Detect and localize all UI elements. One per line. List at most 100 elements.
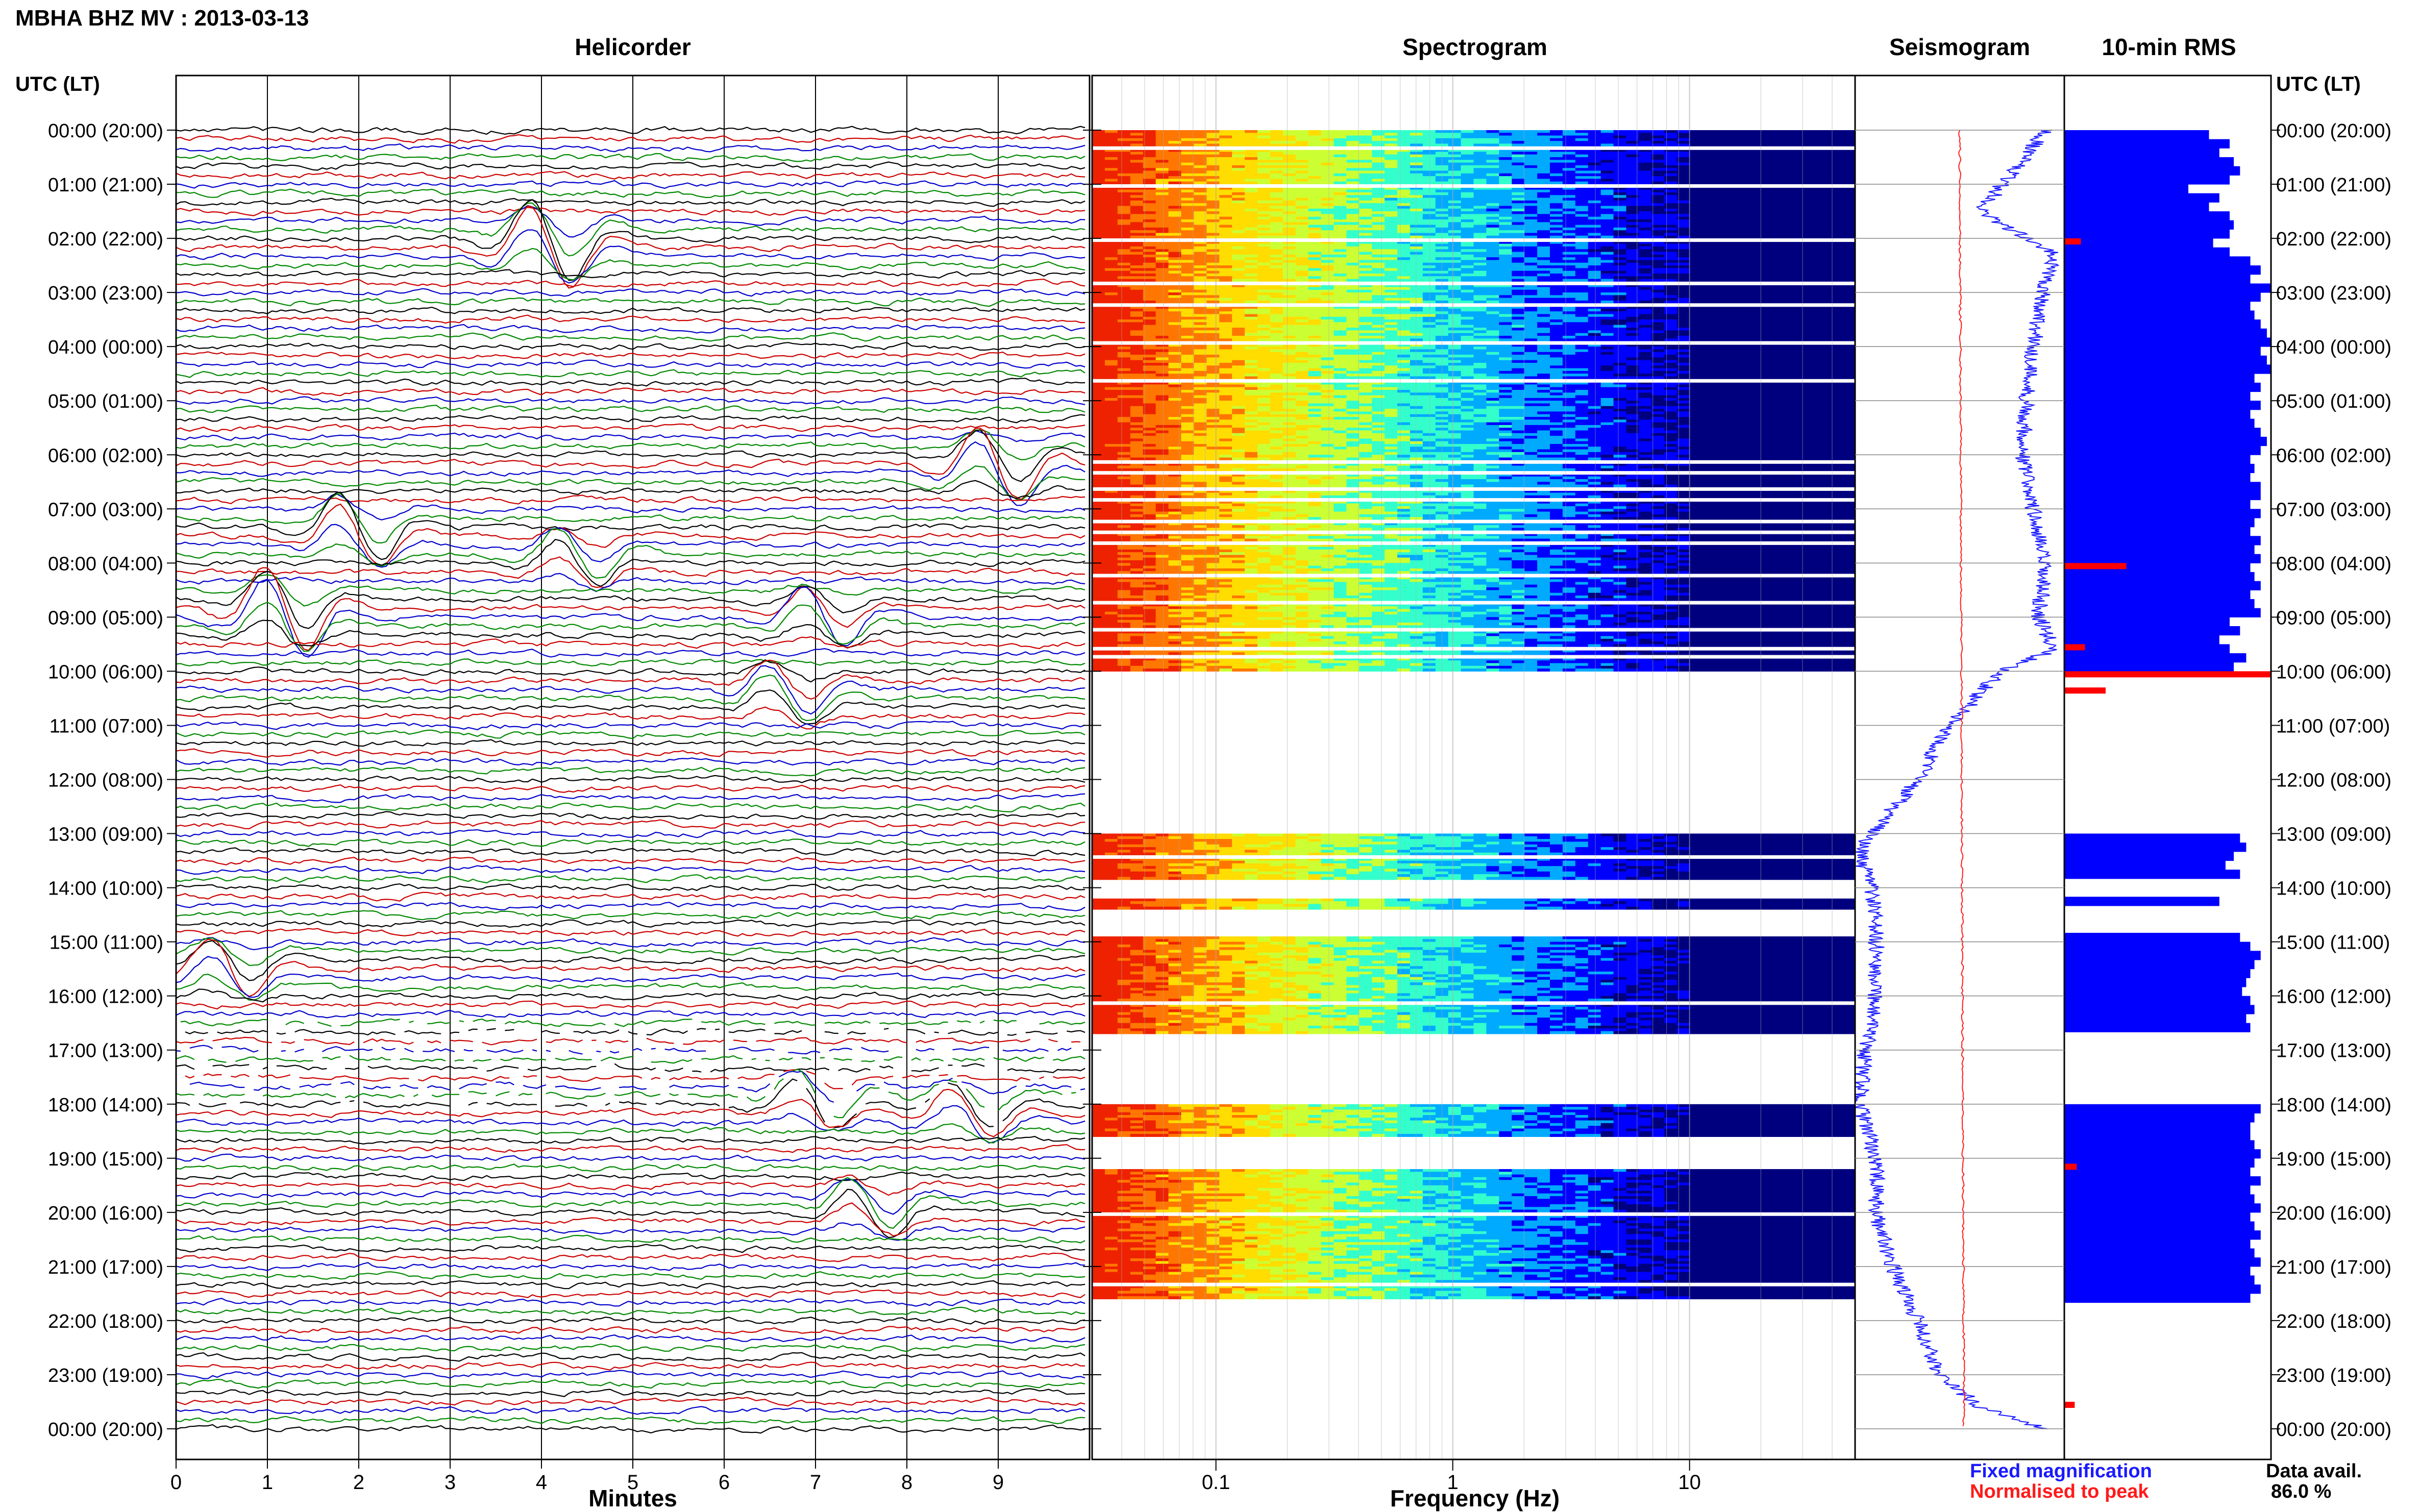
spectrogram-cell — [1308, 200, 1322, 204]
spectrogram-cell — [1753, 211, 1767, 214]
spectrogram-cell — [1550, 130, 1563, 133]
spectrogram-cell — [1677, 211, 1690, 214]
spectrogram-cell — [1575, 133, 1589, 136]
spectrogram-cell — [1219, 352, 1232, 355]
spectrogram-cell — [1422, 336, 1436, 339]
spectrogram-cell — [1422, 287, 1436, 290]
spectrogram-cell — [1690, 187, 1703, 190]
spectrogram-cell — [1588, 230, 1601, 234]
spectrogram-cell — [1715, 227, 1729, 231]
spectrogram-cell — [1690, 141, 1703, 144]
spectrogram-cell — [1766, 203, 1780, 207]
spectrogram-cell — [1346, 330, 1360, 334]
spectrogram-cell — [1626, 233, 1639, 236]
spectrogram-cell — [1385, 301, 1398, 304]
spectrogram-cell — [1727, 138, 1741, 141]
spectrogram-cell — [1817, 203, 1830, 207]
spectrogram-cell — [1804, 133, 1817, 136]
spectrogram-cell — [1562, 219, 1576, 222]
spectrogram-cell — [1830, 168, 1843, 171]
spectrogram-cell — [1690, 189, 1703, 193]
spectrogram-cell — [1194, 249, 1207, 253]
spectrogram-cell — [1422, 170, 1436, 174]
spectrogram-cell — [1550, 135, 1563, 139]
spectrogram-cell — [1842, 295, 1856, 299]
spectrogram-cell — [1257, 257, 1271, 261]
spectrogram-cell — [1499, 189, 1512, 193]
spectrogram-cell — [1143, 179, 1156, 182]
spectrogram-cell — [1702, 287, 1716, 290]
spectrogram-cell — [1677, 168, 1690, 171]
spectrogram-cell — [1512, 268, 1525, 271]
spectrogram-cell — [1181, 227, 1194, 231]
spectrogram-cell — [1651, 338, 1665, 342]
spectrogram-cell — [1817, 298, 1830, 301]
spectrogram-cell — [1524, 349, 1538, 353]
spectrogram-cell — [1830, 346, 1843, 350]
spectrogram-cell — [1155, 216, 1169, 220]
spectrogram-cell — [1702, 270, 1716, 274]
spectrogram-cell — [1219, 287, 1232, 290]
spectrogram-cell — [1372, 173, 1385, 177]
spectrogram-cell — [1727, 154, 1741, 158]
spectrogram-cell — [1727, 314, 1741, 317]
spectrogram-cell — [1486, 216, 1499, 220]
spectrogram-cell — [1600, 268, 1614, 271]
spectrogram-cell — [1639, 211, 1652, 214]
spectrogram-cell — [1715, 349, 1729, 353]
spectrogram-cell — [1232, 257, 1245, 261]
spectrogram-cell — [1830, 241, 1843, 244]
spectrogram-cell — [1321, 311, 1334, 315]
spectrogram-cell — [1600, 289, 1614, 293]
spectrogram-cell — [1766, 333, 1780, 336]
spectrogram-cell — [1092, 262, 1105, 266]
spectrogram-cell — [1282, 246, 1296, 250]
spectrogram-cell — [1779, 225, 1792, 228]
spectrogram-cell — [1232, 189, 1245, 193]
spectrogram-cell — [1817, 152, 1830, 155]
spectrogram-cell — [1372, 230, 1385, 234]
spectrogram-cell — [1422, 149, 1436, 152]
spectrogram-cell — [1410, 246, 1423, 250]
spectrogram-cell — [1295, 352, 1309, 355]
spectrogram-cell — [1168, 208, 1181, 212]
spectrogram-cell — [1702, 336, 1716, 339]
spectrogram-cell — [1600, 249, 1614, 253]
spectrogram-cell — [1715, 301, 1729, 304]
spectrogram-cell — [1727, 298, 1741, 301]
spectrogram-cell — [1753, 316, 1767, 320]
spectrogram-cell — [1690, 254, 1703, 258]
spectrogram-cell — [1664, 279, 1677, 282]
spectrogram-cell — [1715, 343, 1729, 347]
spectrogram-cell — [1791, 211, 1805, 214]
spectrogram-cell — [1372, 254, 1385, 258]
spectrogram-cell — [1359, 187, 1372, 190]
spectrogram-cell — [1626, 260, 1639, 263]
spectrogram-cell — [1626, 265, 1639, 268]
spectrogram-cell — [1295, 176, 1309, 179]
spectrogram-cell — [1422, 270, 1436, 274]
spectrogram-cell — [1499, 203, 1512, 207]
spectrogram-cell — [1372, 216, 1385, 220]
spectrogram-cell — [1613, 208, 1627, 212]
spectrogram-cell — [1461, 346, 1474, 350]
spectrogram-cell — [1448, 200, 1462, 204]
spectrogram-cell — [1524, 203, 1538, 207]
spectrogram-cell — [1524, 208, 1538, 212]
spectrogram-cell — [1232, 197, 1245, 201]
spectrogram-cell — [1422, 308, 1436, 312]
spectrogram-cell — [1588, 208, 1601, 212]
spectrogram-cell — [1512, 325, 1525, 328]
spectrogram-cell — [1130, 260, 1144, 263]
spectrogram-cell — [1766, 235, 1780, 239]
spectrogram-cell — [1206, 308, 1220, 312]
spectrogram-cell — [1143, 187, 1156, 190]
spectrogram-cell — [1334, 214, 1347, 217]
spectrogram-cell — [1804, 284, 1817, 288]
spectrogram-cell — [1245, 265, 1258, 268]
spectrogram-cell — [1473, 333, 1487, 336]
spectrogram-cell — [1117, 333, 1131, 336]
spectrogram-cell — [1715, 328, 1729, 331]
spectrogram-cell — [1194, 133, 1207, 136]
spectrogram-cell — [1270, 325, 1283, 328]
